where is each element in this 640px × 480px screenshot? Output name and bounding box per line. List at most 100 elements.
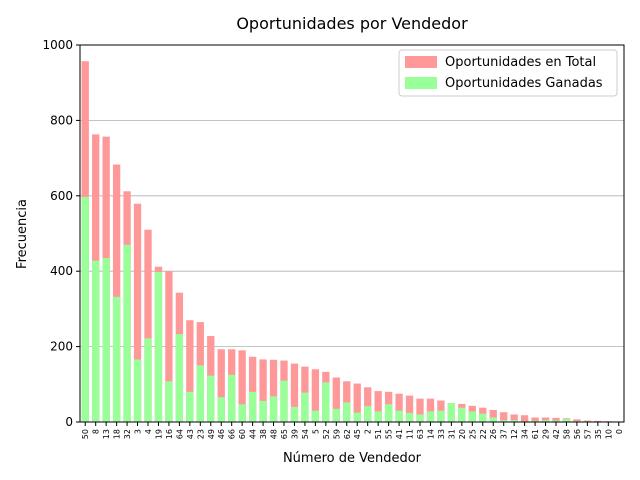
x-tick-label: 59 <box>332 429 341 439</box>
x-tick-label: 49 <box>207 429 216 439</box>
bar-won <box>343 402 351 422</box>
chart-title: Oportunidades por Vendedor <box>236 14 468 33</box>
bar-won <box>301 392 309 422</box>
bar-won <box>531 420 539 422</box>
bar-total <box>416 398 424 422</box>
bar-total <box>489 409 497 422</box>
x-tick-label: 60 <box>238 429 247 439</box>
legend-label-won: Oportunidades Ganadas <box>445 76 603 91</box>
bar-total <box>500 412 508 422</box>
x-tick-label: 56 <box>573 429 582 439</box>
x-tick-label: 33 <box>437 429 446 439</box>
x-axis-label: Número de Vendedor <box>283 451 422 466</box>
bar-won <box>552 420 560 422</box>
y-tick-label: 800 <box>50 113 73 127</box>
bar-total <box>594 420 602 422</box>
x-tick-label: 31 <box>447 429 456 439</box>
bar-won <box>510 420 518 422</box>
legend-swatch-won <box>405 77 437 89</box>
series-won-bars <box>81 196 612 422</box>
x-tick-label: 25 <box>468 429 477 439</box>
x-tick-label: 0 <box>615 429 624 434</box>
bar-total <box>217 349 225 422</box>
bar-won <box>562 418 571 422</box>
bar-won <box>175 334 184 422</box>
bar-won <box>500 420 508 422</box>
x-tick-label: 32 <box>123 429 132 439</box>
x-tick-label: 46 <box>217 429 226 439</box>
x-axis-ticks: 50 8 13 18 32 3 4 19 16 64 43 23 49 46 66 60 44 38 48 65 39 5… <box>81 422 624 439</box>
bar-won <box>489 417 497 422</box>
x-tick-label: 10 <box>604 429 613 439</box>
x-tick-label: 22 <box>479 429 488 439</box>
bar-total <box>186 320 194 422</box>
bar-won <box>154 271 163 422</box>
bar-total <box>374 391 382 422</box>
bar-total <box>332 377 340 422</box>
x-tick-label: 64 <box>175 429 184 439</box>
x-tick-label: 14 <box>426 429 435 439</box>
x-tick-label: 3 <box>134 429 143 434</box>
bar-won <box>186 391 194 422</box>
y-tick-label: 400 <box>50 264 73 278</box>
bar-won <box>238 404 246 422</box>
x-tick-label: 55 <box>385 429 394 439</box>
bar-won <box>416 414 424 422</box>
bar-total <box>426 398 435 422</box>
x-tick-label: 38 <box>259 429 268 439</box>
bar-won <box>207 375 215 422</box>
bar-total <box>112 164 121 422</box>
bar-total <box>165 271 173 422</box>
bar-won <box>541 420 550 422</box>
x-tick-label: 57 <box>583 429 592 439</box>
bar-won <box>269 396 278 422</box>
bar-won <box>165 381 173 422</box>
bar-total <box>144 229 152 422</box>
bar-won <box>92 260 100 422</box>
bar-won <box>426 411 435 422</box>
y-tick-label: 0 <box>65 415 73 429</box>
y-tick-label: 200 <box>50 340 73 354</box>
bar-total <box>353 383 361 422</box>
x-tick-label: 43 <box>186 429 195 439</box>
x-tick-label: 42 <box>552 429 561 439</box>
bar-won <box>228 374 236 422</box>
bar-total <box>541 417 550 422</box>
bar-won <box>332 408 340 422</box>
y-axis-ticks: 0 200 400 600 800 1000 <box>42 38 80 429</box>
x-tick-label: 4 <box>144 429 153 434</box>
bar-total <box>573 419 581 422</box>
bar-won <box>112 296 121 422</box>
bar-won <box>144 338 152 422</box>
x-tick-label: 29 <box>542 429 551 439</box>
x-tick-label: 63 <box>416 429 425 439</box>
x-tick-label: 52 <box>322 429 331 439</box>
x-tick-label: 2 <box>364 429 373 434</box>
bar-total <box>133 203 142 422</box>
x-tick-label: 58 <box>562 429 571 439</box>
x-tick-label: 34 <box>521 429 530 439</box>
bar-won <box>322 382 330 422</box>
x-tick-label: 18 <box>113 429 122 439</box>
bar-won <box>405 412 414 422</box>
bar-won <box>384 404 393 422</box>
bar-total <box>405 395 414 422</box>
legend-label-total: Oportunidades en Total <box>445 55 596 70</box>
legend-box <box>398 49 618 97</box>
x-tick-label: 13 <box>102 429 111 439</box>
bar-won <box>458 407 466 422</box>
bar-won <box>364 406 372 422</box>
x-tick-label: 50 <box>81 429 90 439</box>
x-tick-label: 5 <box>311 429 320 434</box>
bar-won <box>353 412 361 422</box>
x-tick-label: 26 <box>489 429 498 439</box>
y-axis-label: Frecuencia <box>15 199 30 269</box>
x-tick-label: 20 <box>458 429 467 439</box>
bar-won <box>311 410 320 422</box>
bar-total <box>520 415 529 422</box>
x-tick-label: 11 <box>406 429 415 439</box>
x-tick-label: 48 <box>270 429 279 439</box>
bar-total <box>290 363 299 422</box>
bar-total <box>248 356 257 422</box>
bar-total <box>364 387 372 422</box>
